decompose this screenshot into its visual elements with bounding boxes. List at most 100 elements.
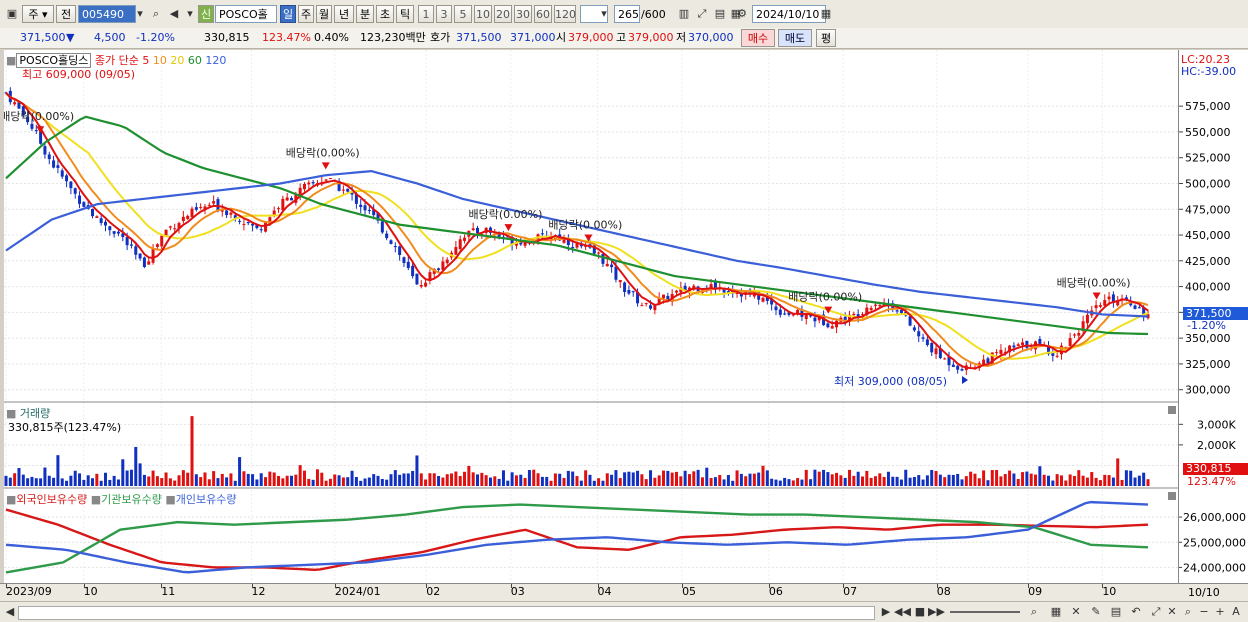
legend-ma20: 20 <box>170 54 185 67</box>
volume-bar <box>424 479 428 486</box>
delete-icon[interactable]: ✕ <box>1167 605 1177 618</box>
price-chart-svg[interactable]: 배당락(0.00%) 배당락(0.00%) 배당락(0.00%) 배당락(0.00%)… <box>0 50 1178 583</box>
compare-icon[interactable]: ▤ <box>714 7 726 20</box>
zoom-icon[interactable]: ⌕ <box>1030 605 1038 618</box>
stop-icon[interactable]: ■ <box>914 605 926 618</box>
x-tick-mark <box>6 584 7 588</box>
type-select-label: 주 <box>28 8 39 21</box>
interval-20[interactable]: 20 <box>494 5 512 23</box>
chart-type-icon[interactable]: ▤ <box>1110 605 1122 618</box>
menu-icon[interactable]: ▣ <box>6 7 18 20</box>
layout-icon[interactable]: ▦ <box>1050 605 1062 618</box>
volume-bar <box>588 474 592 486</box>
candle-body <box>311 182 315 184</box>
volume-panel-close-icon[interactable] <box>1168 406 1176 414</box>
undo-icon[interactable]: ↶ <box>1131 605 1141 618</box>
holders-panel-close-icon[interactable] <box>1168 492 1176 500</box>
calendar-icon[interactable]: ▦ <box>820 7 832 20</box>
tool-icon[interactable]: ✎ <box>1091 605 1101 618</box>
x-tick-mark <box>682 584 684 588</box>
volume-bar <box>912 476 916 486</box>
scroll-track[interactable] <box>18 606 875 620</box>
draw-icon[interactable]: ⤢ <box>1151 605 1161 618</box>
interval-10[interactable]: 10 <box>474 5 492 23</box>
volume-bar <box>1116 458 1120 486</box>
volume-bar <box>1064 480 1068 486</box>
rewind-icon[interactable]: ◀◀ <box>894 605 911 618</box>
prev-button[interactable]: 전 <box>56 5 76 23</box>
candle-body <box>908 316 912 326</box>
volume-bar <box>601 480 605 486</box>
candle-body <box>956 365 960 370</box>
font-icon[interactable]: A <box>1232 605 1240 618</box>
period-week[interactable]: 주 <box>298 5 314 23</box>
volume-bar <box>359 480 363 486</box>
y-axis[interactable]: 300,000325,000350,000375,000400,000425,0… <box>1178 50 1248 583</box>
dividend-annotation: 배당락(0.00%) <box>286 146 360 159</box>
candle-body <box>947 356 951 366</box>
period-tick[interactable]: 틱 <box>396 5 414 23</box>
zoom-in-icon[interactable]: ⌕ <box>1184 605 1192 618</box>
candle-body <box>445 259 449 264</box>
period-day[interactable]: 일 <box>280 5 296 23</box>
volume-bar <box>826 472 830 486</box>
candle-body <box>683 285 687 291</box>
candle-body <box>951 364 955 367</box>
period-second[interactable]: 초 <box>376 5 394 23</box>
settings-icon[interactable]: ⚙ <box>737 7 747 20</box>
interval-5[interactable]: 5 <box>454 5 472 23</box>
cross-icon[interactable]: ✕ <box>1071 605 1081 618</box>
volume-bar <box>571 471 575 486</box>
save-icon[interactable]: ▦ <box>730 7 742 20</box>
interval-30[interactable]: 30 <box>514 5 532 23</box>
period-year[interactable]: 년 <box>334 5 354 23</box>
interval-120[interactable]: 120 <box>554 5 576 23</box>
candle-body <box>428 272 432 282</box>
fast-forward-icon[interactable]: ▶▶ <box>928 605 945 618</box>
candle-body <box>1111 294 1115 304</box>
eval-button[interactable]: 평 <box>816 29 836 47</box>
candle-icon[interactable]: ▥ <box>678 7 690 20</box>
volume-bar <box>709 478 713 486</box>
search-icon[interactable]: ⌕ <box>152 7 160 20</box>
scroll-left-icon[interactable]: ◀ <box>5 605 15 618</box>
code-input[interactable]: 005490 <box>78 5 136 23</box>
type-select[interactable]: 주 ▾ <box>22 5 54 23</box>
candle-body <box>488 227 492 233</box>
volume-bar <box>930 469 934 486</box>
candle-body <box>1003 351 1007 353</box>
period-month[interactable]: 월 <box>316 5 332 23</box>
interval-60[interactable]: 60 <box>534 5 552 23</box>
interval-input[interactable] <box>580 5 608 23</box>
scroll-right-icon[interactable]: ▶ <box>881 605 891 618</box>
speaker-dropdown-icon[interactable]: ▾ <box>187 7 193 20</box>
volume-bar <box>882 476 886 486</box>
plus-icon[interactable]: + <box>1215 605 1225 618</box>
interval-3[interactable]: 3 <box>436 5 452 23</box>
x-tick-label: 05 <box>682 585 697 598</box>
candle-body <box>1085 314 1089 324</box>
chart-area[interactable]: 배당락(0.00%) 배당락(0.00%) 배당락(0.00%) 배당락(0.00%)… <box>0 50 1178 583</box>
count-input[interactable]: 265 <box>614 5 640 23</box>
price-panel-title[interactable]: POSCO홀딩스 <box>16 53 92 68</box>
buy-button[interactable]: 매수 <box>741 29 775 47</box>
speaker-icon[interactable]: ◀ <box>169 7 179 20</box>
volume-bar <box>52 477 56 486</box>
high-note: 최고 609,000 (09/05) <box>22 68 136 81</box>
date-input[interactable]: 2024/10/10 <box>752 5 826 23</box>
period-minute[interactable]: 분 <box>356 5 374 23</box>
sell-button[interactable]: 매도 <box>778 29 812 47</box>
candle-body <box>623 282 627 292</box>
dividend-marker-icon <box>824 306 833 314</box>
volume-bar <box>78 473 82 486</box>
candle-body <box>385 233 389 239</box>
minus-icon[interactable]: − <box>1199 605 1209 618</box>
interval-dropdown-icon[interactable]: ▾ <box>601 7 607 20</box>
dropdown-icon[interactable]: ▾ <box>137 7 143 20</box>
line-tool-icon[interactable]: ⤢ <box>697 7 707 20</box>
zoom-slider[interactable] <box>950 611 1020 613</box>
volume-bar <box>951 474 955 486</box>
stock-name-field[interactable]: POSCO홀딩스 <box>215 5 277 23</box>
volume-bar <box>428 473 432 486</box>
interval-1[interactable]: 1 <box>418 5 434 23</box>
